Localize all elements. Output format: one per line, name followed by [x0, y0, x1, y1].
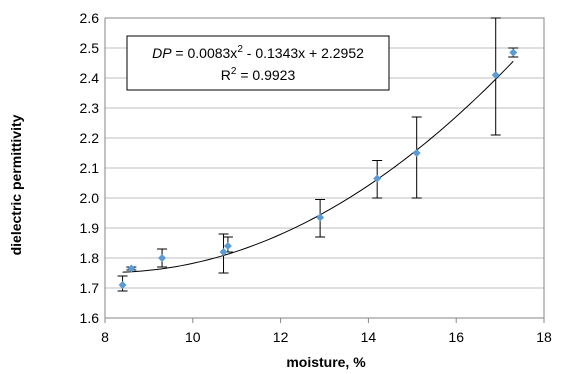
y-tick-label: 2.1 [80, 160, 100, 176]
error-bar-7 [411, 116, 422, 199]
y-axis-title: dielectric permittivity [8, 114, 24, 255]
data-point-1 [127, 264, 136, 273]
data-point-5 [316, 213, 325, 222]
data-point-4 [223, 242, 232, 250]
r-squared-exponent: 2 [231, 66, 237, 77]
r-squared-value: = 0.9923 [236, 67, 295, 83]
y-tick-label: 2.6 [80, 10, 100, 26]
y-tick-label: 1.9 [80, 220, 100, 236]
data-point-7 [412, 149, 421, 157]
equation-exponent: 2 [237, 44, 243, 55]
x-tick-label: 12 [273, 329, 289, 345]
x-tick-label: 18 [536, 329, 552, 345]
r-squared-prefix: R [221, 67, 231, 83]
y-tick-label: 2.4 [80, 70, 100, 86]
data-point-8 [491, 71, 500, 79]
data-point-2 [158, 254, 167, 262]
r-squared-text: R2 = 0.9923 [221, 66, 296, 83]
y-tick-labels: 1.6 1.7 1.8 1.9 2.0 2.1 2.2 2.3 2.4 2.5 2.6 [80, 10, 100, 326]
equation-text: DP = 0.0083x2 - 0.1343x + 2.2952 [152, 44, 364, 61]
equation-variable: DP [152, 45, 172, 61]
data-point-0 [118, 281, 127, 289]
y-tick-label: 2.0 [80, 190, 100, 206]
y-tick-label: 2.2 [80, 130, 100, 146]
x-tick-label: 16 [448, 329, 464, 345]
equation-tail: - 0.1343x + 2.2952 [243, 45, 364, 61]
x-tick-marks [104, 318, 545, 323]
y-tick-label: 2.5 [80, 40, 100, 56]
y-tick-label: 1.7 [80, 280, 100, 296]
equation-part: = 0.0083x [172, 45, 238, 61]
y-tick-label: 1.8 [80, 250, 100, 266]
x-tick-label: 14 [361, 329, 377, 345]
y-tick-label: 2.3 [80, 100, 100, 116]
equation-box: DP = 0.0083x2 - 0.1343x + 2.2952 R2 = 0.… [126, 35, 390, 91]
data-point-6 [373, 174, 382, 183]
data-point-9 [509, 48, 518, 57]
x-tick-label: 10 [185, 329, 201, 345]
x-tick-labels: 8 10 12 14 16 18 [101, 329, 552, 345]
data-points [118, 48, 518, 289]
data-point-3 [219, 248, 228, 256]
equation-box-border [126, 35, 390, 91]
x-tick-label: 8 [101, 329, 109, 345]
x-axis-title: moisture, % [286, 354, 366, 370]
y-tick-label: 1.6 [80, 310, 100, 326]
trendline [122, 60, 514, 273]
plot-area-border [104, 17, 545, 319]
